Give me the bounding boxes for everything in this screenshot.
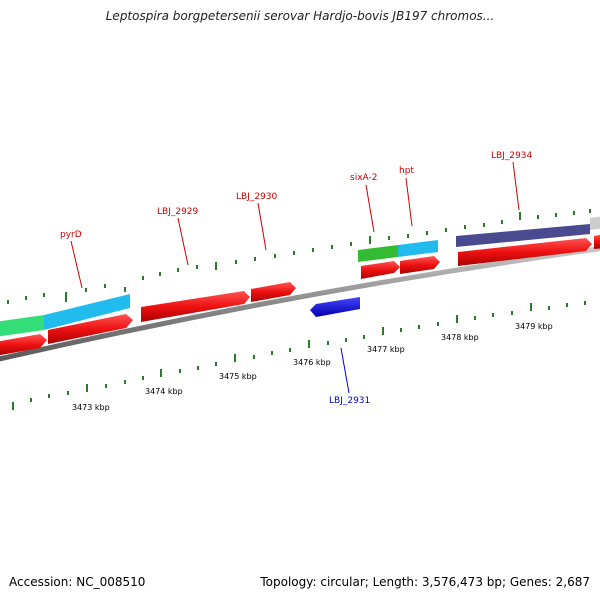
gene-label-LBJ_2931: LBJ_2931 [329,396,370,406]
scale-label: 3474 kbp [145,387,183,396]
genome-summary-text: Topology: circular; Length: 3,576,473 bp… [260,575,590,589]
leader-LBJ_2931 [340,347,350,394]
scale-label: 3475 kbp [219,372,257,381]
gene-label-pyrD: pyrD [60,230,82,240]
feature-band [0,216,600,337]
gene-label-hpt: hpt [399,166,414,176]
feature-cyan [398,240,438,257]
feature-purple [456,224,590,247]
inner-scale-ticks [12,301,586,410]
leader-LBJ_2930 [257,202,267,251]
feature-cyan [44,294,130,330]
gene-label-LBJ_2929: LBJ_2929 [157,207,199,217]
cds-arrow [400,256,440,274]
feature-gray [590,216,600,230]
scale-label: 3476 kbp [293,358,331,367]
gene-labels: pyrD LBJ_2929 LBJ_2930 sixA-2 hpt LBJ_29… [60,151,533,406]
cds-arrow [141,291,250,322]
outer-scale-ticks [7,209,591,304]
scale-label: 3478 kbp [441,333,479,342]
leader-LBJ_2934 [512,161,520,211]
scale-label: 3479 kbp [515,322,553,331]
gene-label-LBJ_2930: LBJ_2930 [236,192,278,202]
cds-arrow [594,234,600,249]
cds-arrow [361,261,400,279]
gene-label-LBJ_2934: LBJ_2934 [491,151,533,161]
feature-green [358,245,398,262]
reverse-cds-arrow [310,297,360,317]
label-leaders [70,161,520,394]
scale-label: 3477 kbp [367,345,405,354]
scale-labels: 3473 kbp 3474 kbp 3475 kbp 3476 kbp 3477… [72,322,553,412]
map-title: Leptospira borgpetersenii serovar Hardjo… [105,9,495,23]
scale-label: 3473 kbp [72,403,110,412]
cds-arrow [48,314,133,344]
cds-arrow [0,334,47,356]
leader-pyrD [70,240,83,289]
cds-arrow [458,238,592,266]
leader-hpt [405,177,413,227]
accession-text: Accession: NC_008510 [9,575,146,589]
cds-arrow [251,282,296,302]
gene-label-sixA-2: sixA-2 [350,173,377,183]
forward-cds-track [0,234,600,356]
leader-LBJ_2929 [177,217,189,266]
feature-green [0,315,44,337]
leader-sixA-2 [365,184,375,233]
chromosome-backbone [0,246,600,362]
